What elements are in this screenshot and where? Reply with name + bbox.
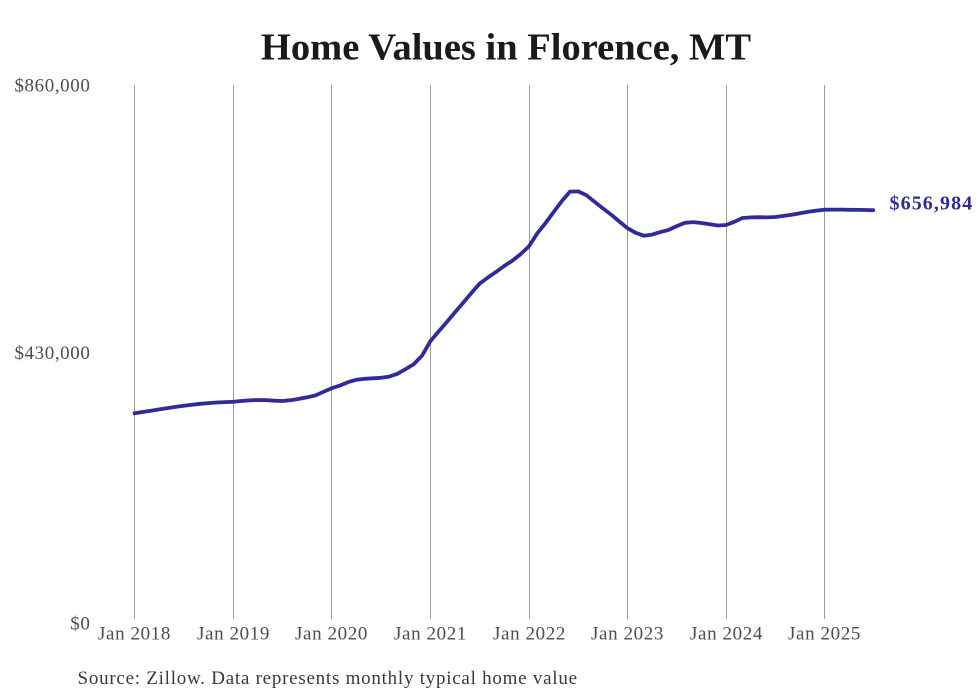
svg-text:Home Values in Florence, MT: Home Values in Florence, MT [261, 27, 751, 69]
svg-text:Jan 2021: Jan 2021 [394, 624, 467, 645]
svg-text:Jan 2025: Jan 2025 [788, 624, 861, 645]
svg-text:$860,000: $860,000 [14, 76, 90, 97]
svg-text:$656,984: $656,984 [890, 193, 974, 215]
svg-text:Jan 2019: Jan 2019 [197, 624, 270, 645]
svg-text:Jan 2022: Jan 2022 [493, 624, 566, 645]
svg-text:$430,000: $430,000 [14, 343, 90, 364]
svg-text:Jan 2020: Jan 2020 [295, 624, 368, 645]
svg-text:$0: $0 [70, 613, 90, 634]
svg-text:Jan 2024: Jan 2024 [690, 624, 763, 645]
svg-text:Jan 2018: Jan 2018 [98, 624, 171, 645]
svg-text:Jan 2023: Jan 2023 [591, 624, 664, 645]
svg-text:Source: Zillow. Data represent: Source: Zillow. Data represents monthly … [78, 668, 578, 689]
